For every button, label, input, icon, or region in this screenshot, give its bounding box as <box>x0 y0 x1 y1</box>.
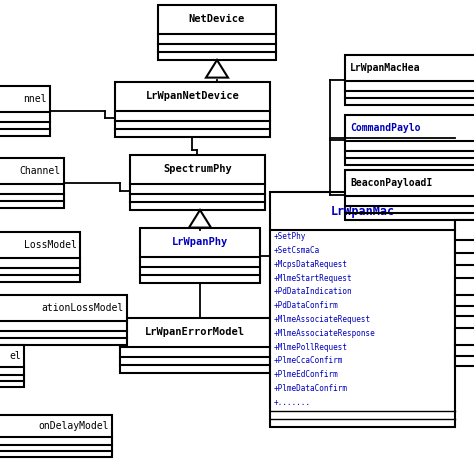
Text: +MlmeAssociateResponse: +MlmeAssociateResponse <box>274 329 376 338</box>
Bar <box>120 318 270 373</box>
Bar <box>345 170 474 220</box>
Text: LossModel: LossModel <box>24 240 77 250</box>
Text: onDelayModel: onDelayModel <box>38 421 109 431</box>
Bar <box>0 232 80 282</box>
Text: SpectrumPhy: SpectrumPhy <box>163 164 232 174</box>
Text: el: el <box>9 351 21 361</box>
Bar <box>0 295 127 345</box>
Text: nnel: nnel <box>24 94 47 104</box>
Text: +MlmePollRequest: +MlmePollRequest <box>274 343 348 352</box>
Bar <box>455 278 474 316</box>
Text: CommandPaylo: CommandPaylo <box>350 123 420 133</box>
Text: LrWpanNetDevice: LrWpanNetDevice <box>146 91 239 101</box>
Text: LrWpanPhy: LrWpanPhy <box>172 237 228 247</box>
Bar <box>455 220 474 265</box>
Bar <box>140 228 260 283</box>
Text: +MlmeStartRequest: +MlmeStartRequest <box>274 273 353 283</box>
Text: +PdDataConfirm: +PdDataConfirm <box>274 301 339 310</box>
Text: +.......: +....... <box>274 398 311 407</box>
Text: +MlmeAssociateRequest: +MlmeAssociateRequest <box>274 315 371 324</box>
Text: +PlmeCcaConfirm: +PlmeCcaConfirm <box>274 356 343 365</box>
Text: NetDevice: NetDevice <box>189 14 245 24</box>
Text: LrWpanErrorModel: LrWpanErrorModel <box>145 328 245 337</box>
Text: +PlmeDataConfirm: +PlmeDataConfirm <box>274 384 348 393</box>
Bar <box>0 158 64 208</box>
Bar <box>345 55 474 105</box>
Bar <box>270 192 455 427</box>
Text: Channel: Channel <box>20 166 61 176</box>
Text: +SetPhy: +SetPhy <box>274 232 306 241</box>
Text: BeaconPayloadI: BeaconPayloadI <box>350 178 432 188</box>
Bar <box>130 155 265 210</box>
Bar <box>0 86 50 136</box>
Text: +PdDataIndication: +PdDataIndication <box>274 287 353 296</box>
Text: +PlmeEdConfirm: +PlmeEdConfirm <box>274 370 339 379</box>
Text: LrWpanMac: LrWpanMac <box>330 204 394 218</box>
Bar <box>0 345 24 387</box>
Bar <box>0 415 112 457</box>
Bar <box>455 328 474 366</box>
Bar <box>158 5 276 60</box>
Text: +McpsDataRequest: +McpsDataRequest <box>274 260 348 269</box>
Text: ationLossModel: ationLossModel <box>42 303 124 313</box>
Bar <box>115 82 270 137</box>
Text: LrWpanMacHea: LrWpanMacHea <box>350 63 420 73</box>
Bar <box>345 115 474 165</box>
Text: +SetCsmaCa: +SetCsmaCa <box>274 246 320 255</box>
